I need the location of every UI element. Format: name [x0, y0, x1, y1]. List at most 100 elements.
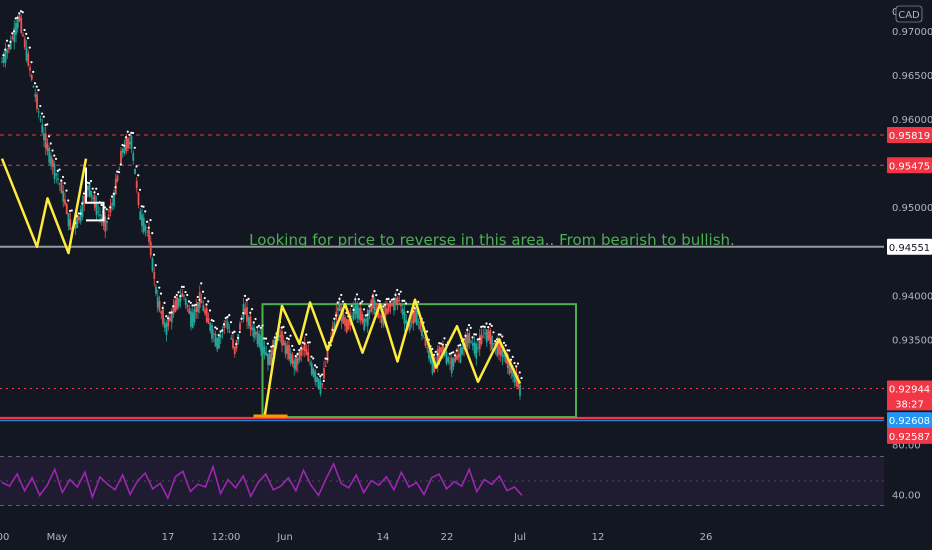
- trend-dot: [49, 142, 52, 145]
- price-tag[interactable]: 0.92608: [887, 412, 932, 429]
- zigzag-line[interactable]: [263, 298, 522, 418]
- candle-body: [169, 317, 171, 321]
- candle-body: [429, 355, 432, 364]
- rsi-line[interactable]: [1, 461, 523, 501]
- trend-dot: [109, 206, 112, 209]
- candle-body: [487, 331, 490, 340]
- candle-body: [422, 337, 425, 339]
- candle-body: [34, 94, 37, 97]
- price-tag[interactable]: 0.95475: [887, 157, 932, 174]
- trend-dot: [175, 293, 178, 297]
- candle-body: [2, 55, 5, 64]
- candle-body: [270, 349, 273, 365]
- candle-body: [62, 190, 65, 202]
- price-tick-label: 0.94000: [892, 291, 932, 302]
- candle-body: [104, 216, 107, 232]
- candle-body: [333, 322, 336, 328]
- candle-body: [260, 335, 262, 351]
- candle-body: [344, 317, 346, 326]
- time-tick-label: 22: [441, 532, 454, 543]
- price-tag[interactable]: 0.95819: [887, 126, 932, 143]
- candle-body: [421, 329, 423, 336]
- trend-dot: [450, 351, 453, 355]
- candle-body: [6, 49, 9, 53]
- zigzag-line[interactable]: [0, 158, 88, 255]
- price-tag[interactable]: 0.94551: [887, 238, 932, 255]
- trend-dot: [287, 337, 290, 341]
- trend-dot: [224, 316, 227, 320]
- candle-body: [321, 383, 324, 385]
- trend-dot: [520, 376, 523, 380]
- candle-body: [389, 304, 392, 307]
- trend-dot: [119, 163, 122, 166]
- trend-dot: [518, 371, 521, 374]
- time-tick-label: Jul: [513, 532, 526, 543]
- candle-body: [58, 183, 61, 185]
- candle-body: [74, 220, 77, 229]
- candle-body: [88, 183, 91, 197]
- trend-dot: [208, 309, 212, 312]
- candle-body: [99, 214, 101, 216]
- trend-dot: [361, 300, 364, 303]
- price-tag[interactable]: 0.92944: [887, 380, 932, 397]
- price-tag[interactable]: 0.92587: [887, 427, 932, 444]
- candle-body: [450, 357, 453, 373]
- candle-body: [293, 360, 296, 369]
- candle-body: [307, 352, 310, 362]
- annotation-text[interactable]: Looking for price to reverse in this are…: [249, 231, 735, 249]
- candle-body: [345, 319, 348, 333]
- candle-body: [506, 354, 509, 368]
- reversal-zone-box[interactable]: [261, 303, 577, 419]
- candle-body: [492, 343, 495, 345]
- candle-body: [144, 225, 147, 231]
- candle-body: [179, 296, 182, 302]
- trend-dot: [19, 10, 23, 13]
- trend-dot: [452, 351, 455, 354]
- candle-body: [291, 354, 294, 364]
- trend-dot: [168, 311, 171, 314]
- candle-body: [354, 302, 357, 315]
- trend-dot: [417, 300, 420, 303]
- candle-body: [286, 345, 289, 354]
- trend-dot: [32, 70, 35, 73]
- candle-body: [153, 271, 156, 279]
- candle-body: [513, 374, 516, 383]
- trend-dot: [133, 146, 136, 149]
- candle-body: [16, 18, 19, 29]
- trend-dot: [324, 357, 327, 360]
- candle-body: [519, 384, 521, 396]
- trend-dot: [58, 168, 61, 171]
- trend-dot: [270, 345, 273, 348]
- price-tag-label: 0.95475: [889, 161, 930, 172]
- candle-body: [386, 308, 388, 314]
- price-axis[interactable]: 0.97000 0.96500 0.96000 0.95000 0.94000 0.935…: [892, 27, 932, 502]
- trend-dot: [469, 326, 472, 329]
- trend-dot: [478, 337, 481, 340]
- trend-dot: [161, 306, 164, 310]
- candle-body: [279, 335, 282, 338]
- price-tag-box: [887, 238, 932, 255]
- trend-dot: [173, 295, 177, 299]
- candle-body: [368, 309, 371, 315]
- candle-body: [128, 141, 131, 145]
- trend-dot: [299, 347, 303, 350]
- trend-dot: [240, 317, 243, 320]
- trend-dot: [137, 174, 140, 177]
- candle-body: [242, 304, 245, 320]
- candle-body: [193, 309, 196, 322]
- candle-body: [272, 339, 275, 356]
- horizontal-levels: [0, 134, 884, 422]
- candle-body: [186, 305, 189, 308]
- trend-dot: [250, 308, 254, 311]
- trend-dot: [441, 343, 444, 346]
- trend-dot: [313, 364, 317, 367]
- candle-body: [289, 353, 292, 364]
- currency-badge[interactable]: CAD: [895, 5, 923, 23]
- candle-body: [361, 314, 364, 323]
- time-axis[interactable]: 00 May 17 12:00 Jun 14 22 Jul 12 26: [0, 532, 712, 543]
- trend-dot: [473, 333, 476, 336]
- candle-body: [111, 202, 114, 205]
- candle-body: [470, 341, 472, 343]
- candle-body: [230, 338, 233, 340]
